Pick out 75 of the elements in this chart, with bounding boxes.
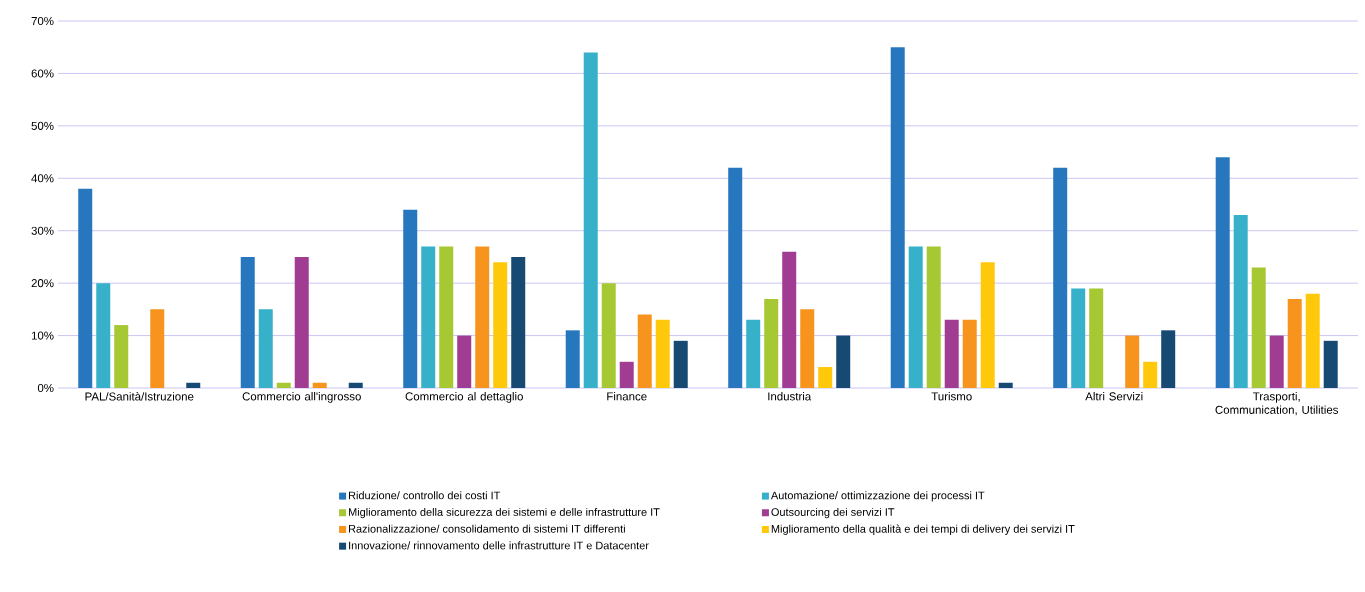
bar: [944, 319, 959, 388]
bar: [818, 367, 833, 388]
x-tick-label: Altri Servizi: [1085, 392, 1143, 401]
y-tick-label: 50%: [31, 121, 54, 130]
bar: [439, 246, 454, 388]
bar: [782, 251, 797, 388]
bar: [1125, 335, 1140, 388]
bar: [890, 47, 905, 388]
y-tick-label: 0%: [37, 383, 54, 393]
y-tick-label: 70%: [31, 16, 54, 26]
bar: [1323, 340, 1338, 388]
bar: [800, 309, 815, 388]
bar: [908, 246, 923, 388]
x-tick-label: Finance: [607, 392, 647, 401]
bar: [1071, 288, 1086, 388]
bar: [1251, 267, 1266, 388]
bar: [186, 382, 201, 388]
bar: [240, 256, 255, 388]
bar: [1161, 330, 1176, 388]
bar: [78, 188, 93, 388]
bar: [962, 319, 977, 388]
bar: [926, 246, 941, 388]
legend-label: Automazione/ ottimizzazione dei processi IT: [770, 491, 985, 502]
bar: [348, 382, 363, 388]
bar: [655, 319, 670, 388]
y-tick-label: 20%: [31, 279, 54, 288]
x-tick-label: Commercio al dettaglio: [405, 392, 523, 403]
bar: [1305, 293, 1320, 388]
bar: [836, 335, 851, 388]
bar: [312, 382, 327, 388]
bar: [96, 283, 111, 388]
bar: [511, 256, 526, 388]
bar: [150, 309, 165, 388]
legend-label: Razionalizzazione/ consolidamento di sistemi IT differenti: [348, 524, 625, 533]
bar: [1143, 361, 1158, 388]
bar: [475, 246, 490, 388]
legend-label: Miglioramento della qualità e dei tempi di delivery dei servizi IT: [771, 524, 1075, 535]
x-tick-label: Turismo: [931, 392, 972, 401]
legend-label: Miglioramento della sicurezza dei sistemi e delle infrastrutture IT: [348, 507, 660, 519]
bar: [728, 167, 743, 388]
bar: [493, 262, 508, 388]
bar: [980, 262, 995, 388]
bar: [746, 319, 761, 388]
y-tick-label: 40%: [31, 174, 54, 183]
bar: [1233, 214, 1248, 388]
legend-label: Riduzione/ controllo dei costi IT: [348, 491, 501, 500]
bar: [619, 361, 634, 388]
bar: [601, 283, 616, 388]
bar: [114, 325, 129, 388]
bar: [294, 256, 309, 388]
bar: [276, 382, 291, 388]
bar: [1053, 167, 1068, 388]
bar: [403, 209, 418, 388]
bar: [637, 314, 652, 388]
y-tick-label: 10%: [31, 331, 54, 340]
bar: [1089, 288, 1104, 388]
bar: [1269, 335, 1284, 388]
x-tick-label: PAL/Sanità/Istruzione: [85, 392, 194, 401]
y-tick-label: 30%: [31, 226, 54, 235]
bar: [998, 382, 1013, 388]
bar: [1215, 157, 1230, 388]
bar: [1287, 298, 1302, 388]
bar: [673, 340, 688, 388]
x-tick-label: Trasporti, Communication, Utilities: [1215, 392, 1339, 416]
x-tick-label: Commercio all'ingrosso: [242, 392, 361, 403]
y-tick-label: 60%: [31, 69, 54, 78]
bar: [258, 309, 273, 388]
legend-label: Innovazione/ rinnovamento delle infrastrutture IT e Datacenter: [349, 541, 649, 550]
x-tick-label: Industria: [768, 392, 812, 401]
bar: [457, 335, 472, 388]
bar: [421, 246, 436, 388]
bar: [583, 52, 598, 388]
legend-label: Outsourcing dei servizi IT: [771, 507, 895, 519]
bar: [764, 298, 779, 388]
bar: [565, 330, 580, 388]
